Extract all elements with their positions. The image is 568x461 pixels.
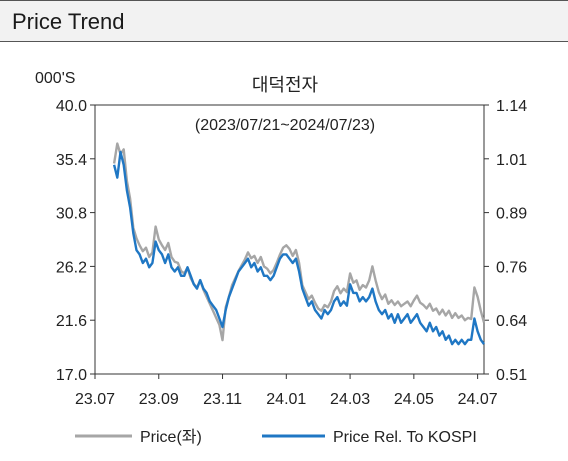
x-tick-label: 23.07	[75, 391, 115, 408]
series-line-price	[112, 142, 486, 342]
chart-title: 대덕전자	[252, 75, 319, 95]
legend-label: Price(좌)	[140, 428, 202, 446]
chart-subtitle: (2023/07/21~2024/07/23)	[195, 117, 375, 134]
right-tick-label: 1.14	[496, 98, 527, 115]
x-tick-label: 23.09	[139, 391, 179, 408]
left-axis-unit: 000'S	[35, 70, 75, 87]
right-tick-label: 0.76	[496, 259, 527, 276]
series-line-price-rel-kospi	[112, 150, 485, 346]
x-tick-label: 24.05	[394, 391, 434, 408]
left-tick-label: 26.2	[56, 259, 87, 276]
left-tick-label: 17.0	[56, 367, 87, 384]
left-tick-label: 30.8	[56, 206, 87, 223]
right-tick-label: 0.64	[496, 313, 527, 330]
left-tick-label: 40.0	[56, 98, 87, 115]
page-title: Price Trend	[12, 9, 125, 34]
x-tick-label: 24.01	[266, 391, 306, 408]
x-tick-label: 24.07	[458, 391, 498, 408]
legend-label: Price Rel. To KOSPI	[333, 429, 477, 446]
right-tick-label: 0.51	[496, 367, 527, 384]
plot-frame	[94, 104, 485, 375]
right-tick-label: 1.01	[496, 152, 527, 169]
right-tick-label: 0.89	[496, 206, 527, 223]
x-tick-label: 23.11	[203, 391, 242, 408]
header-bar: Price Trend	[0, 0, 568, 42]
left-tick-label: 21.6	[56, 313, 87, 330]
x-tick-label: 24.03	[330, 391, 370, 408]
left-tick-label: 35.4	[56, 152, 87, 169]
